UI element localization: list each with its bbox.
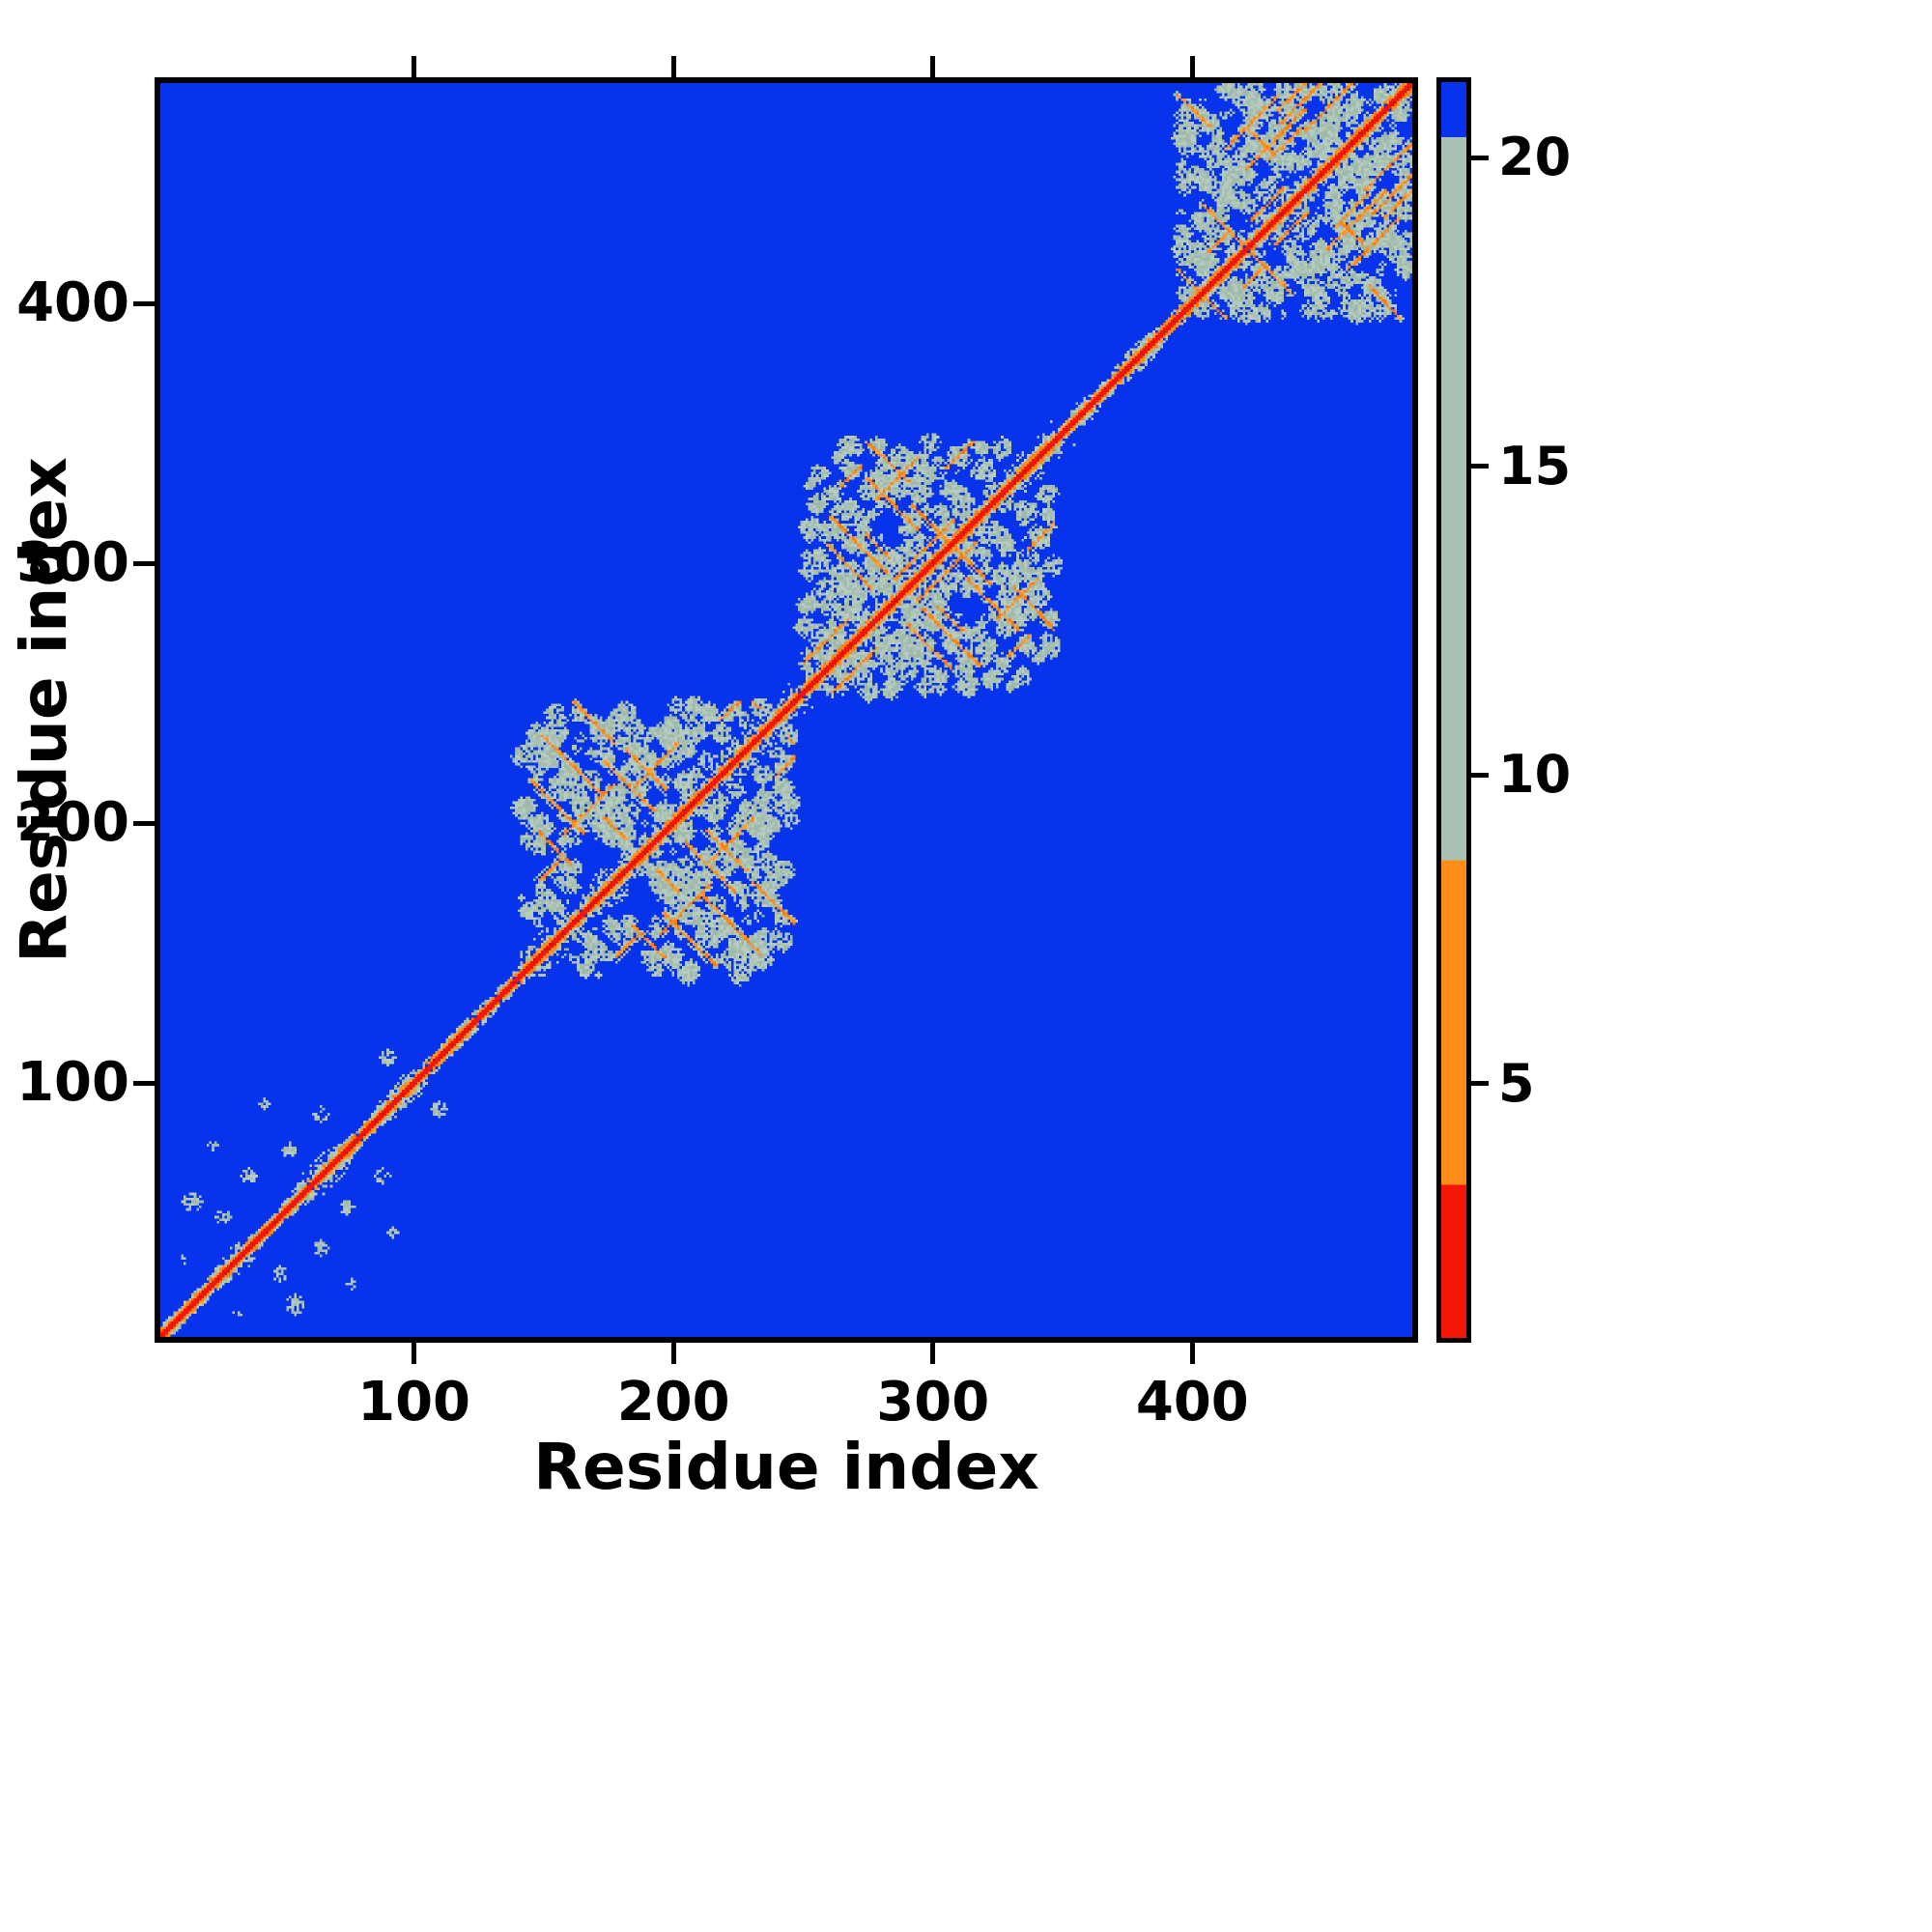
colorbar-tick-label: 10 [1498, 744, 1572, 806]
y-tick-label: 100 [16, 1051, 129, 1114]
tick-mark [412, 1343, 417, 1364]
tick-mark [412, 56, 417, 77]
tick-mark [133, 300, 155, 306]
x-tick-label: 200 [616, 1371, 730, 1434]
tick-mark [133, 820, 155, 826]
tick-mark [1189, 1343, 1195, 1364]
colorbar-tick-label: 15 [1498, 435, 1572, 497]
tick-mark [670, 1343, 676, 1364]
tick-mark [1189, 56, 1195, 77]
x-tick-label: 100 [357, 1371, 471, 1434]
colorbar-tick-label: 20 [1498, 127, 1572, 188]
colorbar-gradient [1441, 82, 1466, 1338]
y-axis-label: Residue index [7, 457, 81, 963]
x-axis-label: Residue index [533, 1430, 1039, 1504]
y-tick-label: 200 [16, 791, 129, 854]
plot-area [155, 77, 1418, 1343]
tick-mark [930, 56, 936, 77]
x-tick-label: 300 [876, 1371, 990, 1434]
x-tick-label: 400 [1135, 1371, 1249, 1434]
y-tick-label: 300 [16, 531, 129, 595]
tick-mark [133, 1080, 155, 1086]
tick-mark [133, 560, 155, 566]
tick-mark [670, 56, 676, 77]
colorbar-tick-label: 5 [1498, 1052, 1535, 1114]
tick-mark [930, 1343, 936, 1364]
tick-mark [1471, 155, 1489, 160]
tick-mark [1471, 1081, 1489, 1087]
distance-map-heatmap [160, 83, 1412, 1337]
tick-mark [1471, 464, 1489, 469]
colorbar [1436, 77, 1471, 1343]
tick-mark [1471, 772, 1489, 778]
y-tick-label: 400 [16, 271, 129, 335]
